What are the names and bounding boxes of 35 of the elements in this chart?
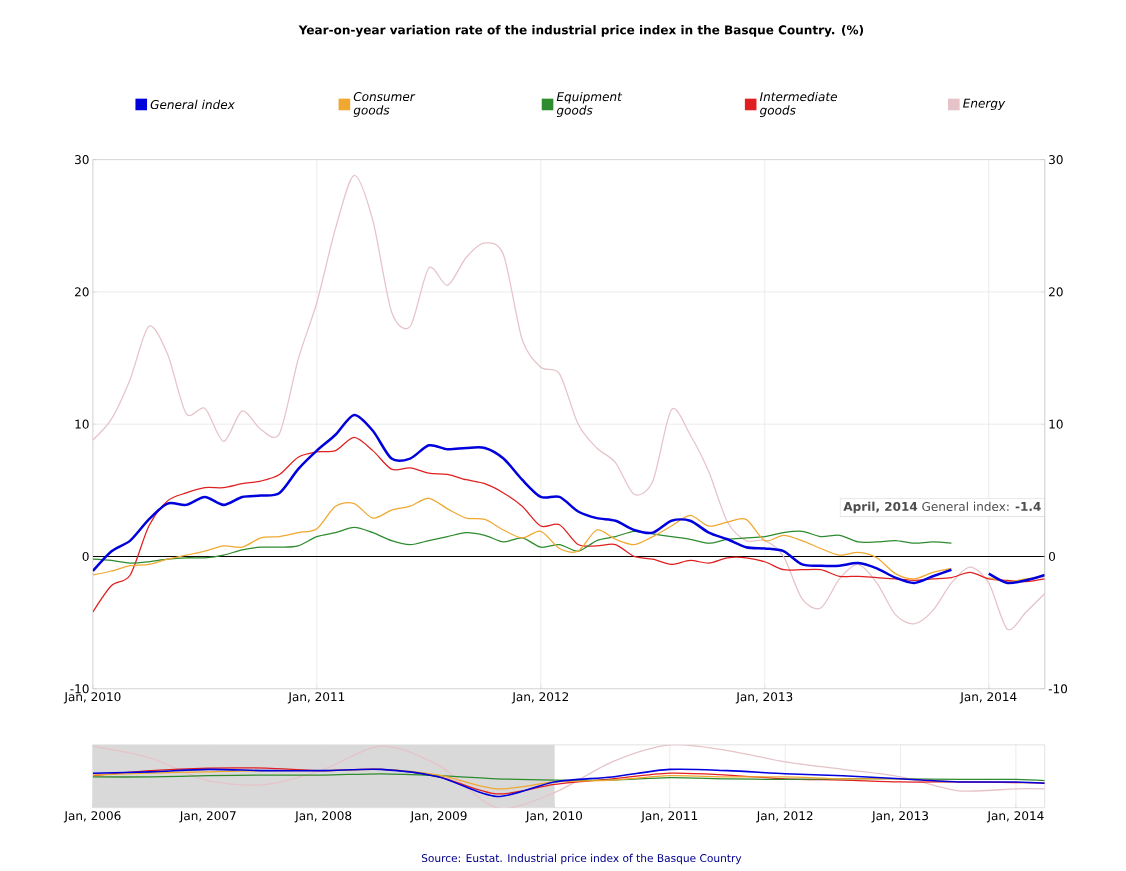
annotation: April, 2014 General index: -1.4: [843, 501, 1041, 514]
legend-label: Consumer goods: [353, 92, 416, 118]
legend-label: General index: [150, 99, 235, 110]
chart-title: Year-on-year variation rate of the industrial price index in the Basque Country. (%): [298, 25, 864, 38]
line-series: [92, 436, 1045, 613]
y-tick-label: 20: [75, 287, 89, 297]
legend-label: Energy: [963, 99, 1006, 111]
line-series: [92, 175, 1045, 631]
x-tick-label: Jan, 2010: [525, 811, 583, 823]
y2-tick-label: 30: [1049, 155, 1063, 165]
x-tick-label: Jan, 2013: [735, 692, 793, 704]
x-tick-label: Jan, 2009: [409, 811, 467, 823]
x-tick-label: Jan, 2013: [871, 811, 928, 823]
line-series: [92, 526, 953, 564]
x-tick-label: Jan, 2010: [63, 692, 121, 704]
y-tick-label: -10: [70, 684, 89, 694]
x-tick-label: Jan, 2014: [959, 692, 1017, 704]
y-tick-label: 30: [75, 155, 89, 165]
y2-tick-label: 10: [1049, 419, 1063, 429]
x-tick-label: Jan, 2012: [756, 811, 813, 823]
x-tick-label: Jan, 2008: [294, 811, 352, 823]
source-note: Source: Eustat. Industrial price index of the Basque Country: [421, 854, 742, 865]
x-tick-label: Jan, 2012: [511, 692, 569, 704]
x-tick-label: Jan, 2006: [63, 811, 121, 823]
y2-tick-label: 0: [1048, 552, 1056, 562]
y2-tick-label: 20: [1049, 287, 1063, 297]
x-tick-label: Jan, 2011: [640, 811, 698, 823]
y-tick-label: 10: [75, 419, 89, 429]
y-tick-label: 0: [82, 552, 89, 562]
legend-label: Intermediate goods: [759, 92, 837, 118]
x-tick-label: Jan, 2011: [287, 692, 345, 704]
x-tick-label: Jan, 2014: [986, 811, 1044, 823]
legend-label: Equipment goods: [556, 92, 623, 118]
x-tick-label: Jan, 2007: [179, 811, 236, 823]
y2-tick-label: -10: [1048, 684, 1068, 694]
